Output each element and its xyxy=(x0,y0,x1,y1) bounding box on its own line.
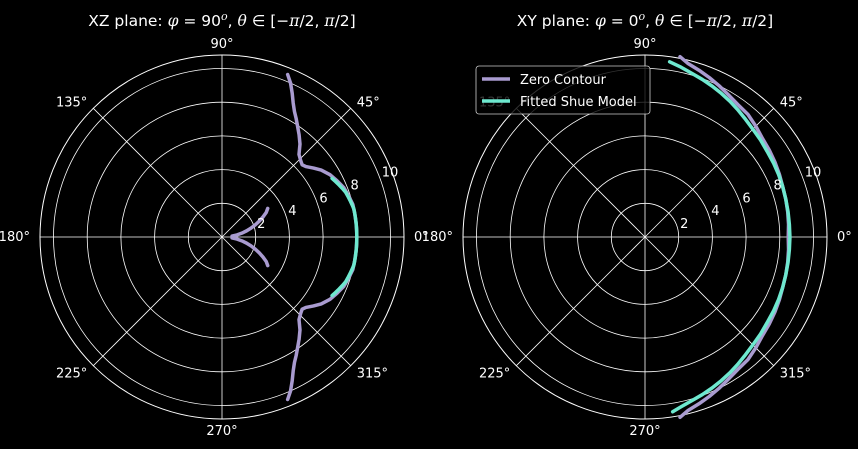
chart-title-part: ∈ [− xyxy=(664,12,706,30)
angle-tick-label-270: 270° xyxy=(206,424,237,439)
chart-title-part: ∈ [− xyxy=(247,12,289,30)
chart-title-part: φ xyxy=(168,12,179,30)
angle-tick-label-135: 135° xyxy=(56,95,87,110)
legend-box xyxy=(475,65,651,115)
chart-title-part: /2] xyxy=(335,12,356,30)
series-group xyxy=(230,72,359,402)
radial-tick-label: 8 xyxy=(774,178,782,193)
chart-title-part: /2, xyxy=(299,12,324,30)
angle-tick-label-45: 45° xyxy=(780,95,803,110)
polar-spine xyxy=(462,54,828,420)
angular-grid-45 xyxy=(221,108,351,238)
angle-tick-label-225: 225° xyxy=(479,367,510,382)
radial-tick-label: 6 xyxy=(742,191,750,206)
series-line-1 xyxy=(230,236,270,268)
angle-tick-label-45: 45° xyxy=(357,95,380,110)
chart-title: XY plane: φ = 0o, θ ∈ [−π/2, π/2] xyxy=(517,10,773,31)
angle-tick-label-90: 90° xyxy=(633,37,656,52)
radial-tick-label: 4 xyxy=(288,204,296,219)
chart-title-part: φ xyxy=(595,12,606,30)
chart-title-part: π xyxy=(323,12,335,30)
chart-title-part: o xyxy=(639,10,646,23)
angle-tick-label-270: 270° xyxy=(629,424,660,439)
legend: Zero Contour Fitted Shue Model xyxy=(475,65,651,115)
polar-plot-xz: 2 4 6 8 10 0° 45° 90° 135° 180° 225° 270° 315° XZ pla… xyxy=(0,10,429,440)
chart-title-part: = 0 xyxy=(606,12,639,30)
chart-title-part: , xyxy=(228,12,238,30)
series-line-1 xyxy=(230,206,270,238)
polar-spine xyxy=(39,54,405,420)
series-line-1 xyxy=(667,60,792,414)
angle-tick-label-0: 0° xyxy=(837,230,852,245)
chart-title-part: π xyxy=(288,12,300,30)
angle-tick-label-315: 315° xyxy=(780,367,811,382)
angular-grid-225 xyxy=(516,236,646,366)
radial-tick-label: 10 xyxy=(382,166,399,181)
legend-label: Fitted Shue Model xyxy=(520,95,637,110)
series-group xyxy=(667,54,792,420)
chart-title-part: θ xyxy=(655,12,665,30)
radial-tick-label: 8 xyxy=(351,178,359,193)
chart-title-part: = 90 xyxy=(178,12,221,30)
angular-grid-135 xyxy=(93,108,223,238)
radial-tick-label: 10 xyxy=(805,166,822,181)
angle-tick-label-315: 315° xyxy=(357,367,388,382)
chart-title-part: θ xyxy=(238,12,248,30)
series-line-2 xyxy=(330,176,359,298)
radial-tick-label: 2 xyxy=(257,217,265,232)
radial-tick-label: 2 xyxy=(680,217,688,232)
angle-tick-label-90: 90° xyxy=(210,37,233,52)
angle-tick-label-180: 180° xyxy=(422,230,453,245)
chart-title-part: XY plane: xyxy=(517,12,595,30)
chart-title-part: π xyxy=(741,12,753,30)
radial-tick-label: 6 xyxy=(319,191,327,206)
chart-title-part: /2] xyxy=(752,12,773,30)
angular-grid-315 xyxy=(221,236,351,366)
angle-tick-label-0: 0° xyxy=(414,230,429,245)
chart-title-part: , xyxy=(645,12,655,30)
chart-title-part: XZ plane: xyxy=(88,12,167,30)
radial-tick-label: 4 xyxy=(711,204,719,219)
angular-grid-135 xyxy=(516,108,646,238)
angle-tick-label-225: 225° xyxy=(56,367,87,382)
chart-title: XZ plane: φ = 90o, θ ∈ [−π/2, π/2] xyxy=(88,10,355,31)
angular-grid-225 xyxy=(93,236,223,366)
angle-tick-label-180: 180° xyxy=(0,230,30,245)
chart-title-part: /2, xyxy=(717,12,742,30)
chart-title-part: o xyxy=(221,10,228,23)
legend-label: Zero Contour xyxy=(520,73,607,88)
chart-title-part: π xyxy=(706,12,718,30)
